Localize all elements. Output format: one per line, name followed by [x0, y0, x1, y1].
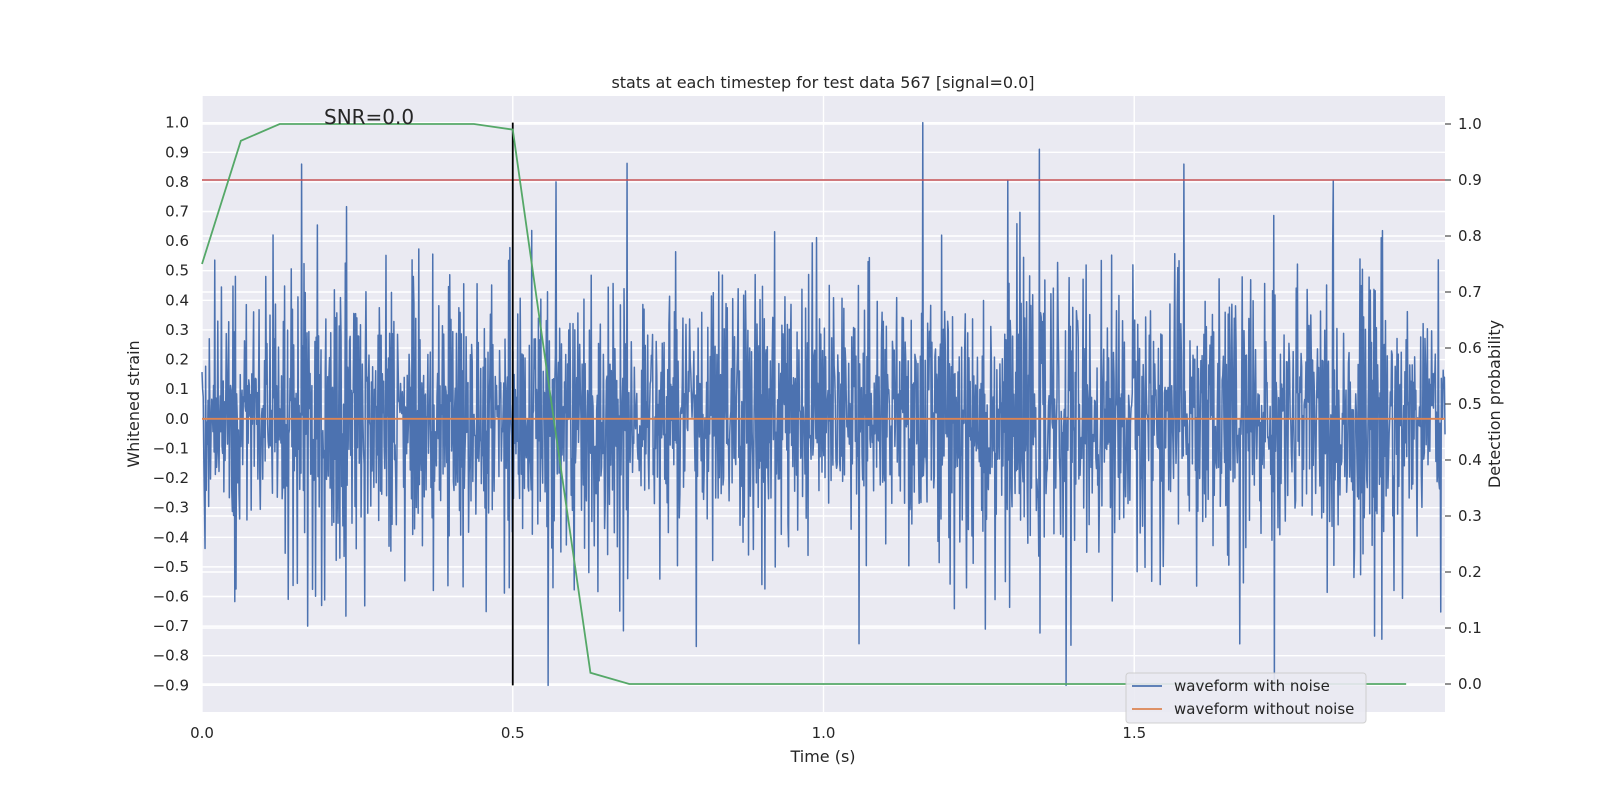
x-axis-label: Time (s): [789, 747, 855, 766]
y-left-tick-label-0: −0.9: [153, 676, 189, 694]
chart-title: stats at each timestep for test data 567…: [611, 73, 1034, 92]
y-left-tick-label-14: 0.5: [165, 262, 189, 280]
x-tick-label-2: 1.0: [812, 724, 836, 742]
y-right-tick-label-7: 0.7: [1458, 283, 1482, 301]
y-right-tick-label-8: 0.8: [1458, 227, 1482, 245]
y-left-tick-label-8: −0.1: [153, 439, 189, 457]
legend-label-waveform-with-noise: waveform with noise: [1174, 677, 1330, 695]
snr-annotation: SNR=0.0: [324, 105, 414, 129]
y-right-tick-label-5: 0.5: [1458, 395, 1482, 413]
legend-box: [1125, 672, 1367, 724]
y-left-tick-label-3: −0.6: [153, 588, 189, 606]
line-detection-probability: [201, 123, 1407, 685]
y-left-tick-label-17: 0.8: [165, 173, 189, 191]
x-tick-label-0: 0.0: [190, 724, 214, 742]
y-left-tick-label-15: 0.6: [165, 232, 189, 250]
y-left-tick-label-1: −0.8: [153, 647, 189, 665]
y-left-tick-label-4: −0.5: [153, 558, 189, 576]
tick-labels: 0.0 0.5 1.0 1.5 −0.9 −0.8 −0.7 −0.6 −0.5 −0.4 −0.3…: [153, 114, 1482, 742]
y-left-tick-label-11: 0.2: [165, 351, 189, 369]
x-tick-label-1: 0.5: [501, 724, 525, 742]
y-left-tick-label-7: −0.2: [153, 469, 189, 487]
y-right-tick-label-10: 1.0: [1458, 115, 1482, 133]
line-waveform-with-noise: [201, 121, 1446, 687]
legend: waveform with noise waveform without noi…: [1125, 672, 1367, 724]
y-left-tick-label-9: 0.0: [165, 410, 189, 428]
y-right-tick-label-4: 0.4: [1458, 451, 1482, 469]
y-left-tick-label-13: 0.4: [165, 291, 189, 309]
y-right-tick-label-3: 0.3: [1458, 507, 1482, 525]
overlay-lines: [202, 122, 1445, 686]
y-right-tick-label-1: 0.1: [1458, 619, 1482, 637]
y-left-tick-label-12: 0.3: [165, 321, 189, 339]
y-left-tick-label-6: −0.3: [153, 499, 189, 517]
y-right-tick-label-6: 0.6: [1458, 339, 1482, 357]
y-right-tick-label-9: 0.9: [1458, 171, 1482, 189]
y-left-tick-label-19: 1.0: [165, 114, 189, 132]
y-axis-label-right: Detection probability: [1485, 320, 1504, 488]
y-left-tick-label-10: 0.1: [165, 380, 189, 398]
y-left-tick-label-2: −0.7: [153, 617, 189, 635]
y-right-tick-label-0: 0.0: [1458, 675, 1482, 693]
series-waveform-with-noise: [201, 121, 1446, 687]
y-right-tick-label-2: 0.2: [1458, 563, 1482, 581]
x-tick-label-3: 1.5: [1122, 724, 1146, 742]
legend-label-waveform-without-noise: waveform without noise: [1174, 700, 1354, 718]
series-detection-probability: [201, 123, 1407, 685]
y-left-tick-label-16: 0.7: [165, 203, 189, 221]
y-axis-label-left: Whitened strain: [124, 340, 143, 467]
y-left-tick-label-18: 0.9: [165, 143, 189, 161]
y-left-tick-label-5: −0.4: [153, 528, 189, 546]
